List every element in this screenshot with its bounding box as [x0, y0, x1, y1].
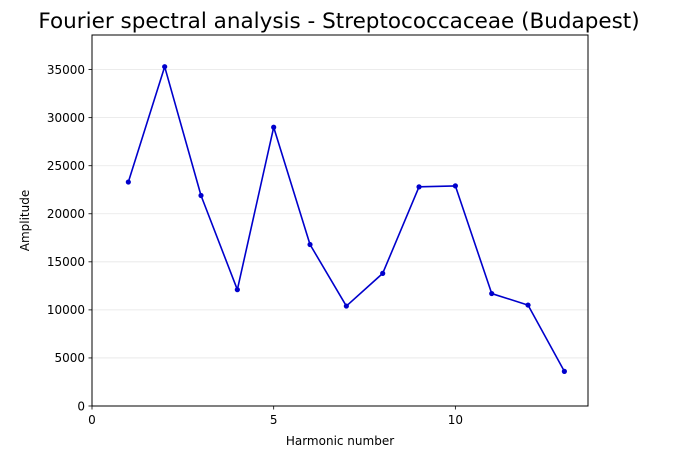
- data-point: [380, 270, 386, 276]
- data-point: [162, 64, 168, 70]
- data-point: [307, 241, 313, 248]
- data-point: [452, 183, 458, 189]
- data-point: [343, 303, 349, 309]
- data-point: [561, 368, 567, 374]
- x-axis-label: Harmonic number: [286, 434, 394, 448]
- data-point: [234, 287, 240, 293]
- y-tick-label: 25000: [47, 159, 85, 173]
- data-point: [416, 184, 422, 190]
- y-tick-label: 30000: [47, 111, 85, 125]
- data-point: [489, 290, 495, 297]
- y-axis: 0 5000 10000 15000 20000 25000 30000 35000: [47, 63, 92, 413]
- y-axis-label: Amplitude: [18, 190, 32, 252]
- y-tick-label: 10000: [47, 303, 85, 317]
- x-axis: 0 5 10: [88, 406, 463, 427]
- x-tick-label: 0: [88, 413, 96, 427]
- y-tick-label: 35000: [47, 63, 85, 77]
- data-point: [125, 179, 131, 185]
- gridlines: [92, 69, 588, 359]
- y-tick-label: 5000: [54, 351, 85, 365]
- data-point: [525, 302, 531, 308]
- y-tick-label: 20000: [47, 207, 85, 221]
- chart-title: Fourier spectral analysis - Streptococca…: [38, 9, 639, 34]
- plot-frame: [91, 34, 589, 407]
- data-point: [271, 124, 277, 130]
- y-tick-label: 15000: [47, 255, 85, 269]
- data-point: [198, 192, 204, 199]
- x-tick-label: 5: [270, 413, 278, 427]
- series-line-group: [125, 64, 567, 374]
- series-line: [127, 65, 566, 372]
- y-tick-label: 0: [77, 399, 85, 413]
- x-tick-label: 10: [448, 413, 463, 427]
